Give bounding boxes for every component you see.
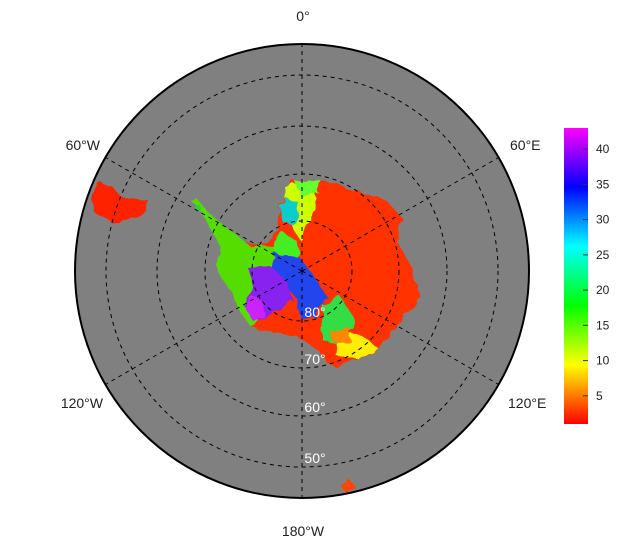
latitude-label-50: 50° — [304, 450, 325, 466]
island-west — [195, 205, 201, 211]
meridian-line-60 — [301, 157, 499, 272]
colorbar-tick-label: 25 — [596, 248, 610, 262]
antarctica-landmass — [222, 180, 420, 366]
meridian-line-300 — [105, 157, 303, 272]
value-patch-magenta — [246, 296, 264, 320]
meridian-line-120 — [301, 270, 499, 385]
colorbar-tick-label: 35 — [596, 177, 610, 191]
value-patch-blue — [270, 254, 326, 318]
longitude-label-60e: 60°E — [510, 137, 541, 153]
latitude-label-70: 70° — [304, 351, 325, 367]
value-patch-cyan — [280, 198, 300, 224]
latitude-label-80: 80° — [304, 304, 325, 320]
colorbar-ticks: 5 10 15 20 25 30 35 40 — [583, 142, 610, 403]
peninsula-landmass — [190, 198, 282, 328]
value-patch-green-north — [296, 180, 320, 196]
longitude-labels: 0° 60°E 120°E 180°W 120°W 60°W — [61, 8, 546, 539]
colorbar-tick-label: 40 — [596, 142, 610, 156]
colorbar: 5 10 15 20 25 30 35 40 — [564, 128, 610, 424]
graticule — [105, 44, 499, 498]
south-america-tip — [90, 182, 150, 222]
map-outline — [74, 43, 530, 499]
colorbar-tick-label: 5 — [596, 389, 603, 403]
colorbar-tick-label: 30 — [596, 213, 610, 227]
longitude-label-60w: 60°W — [66, 137, 101, 153]
colorbar-tick-label: 10 — [596, 354, 610, 368]
longitude-label-120w: 120°W — [61, 395, 104, 411]
longitude-label-0: 0° — [296, 8, 309, 24]
latitude-label-60: 60° — [304, 399, 325, 415]
latitude-labels: 80° 70° 60° 50° — [304, 304, 325, 466]
longitude-label-180w: 180°W — [282, 523, 325, 539]
value-patch-green — [274, 232, 300, 262]
meridian-line-240 — [105, 270, 303, 385]
colorbar-tick-label: 15 — [596, 318, 610, 332]
land-layer — [90, 180, 420, 494]
colorbar-tick-label: 20 — [596, 283, 610, 297]
value-patch-yellow — [284, 184, 318, 240]
value-patch-orange — [330, 326, 352, 344]
longitude-label-120e: 120°E — [508, 395, 546, 411]
island-south — [340, 480, 356, 494]
colorbar-ramp — [564, 128, 588, 424]
